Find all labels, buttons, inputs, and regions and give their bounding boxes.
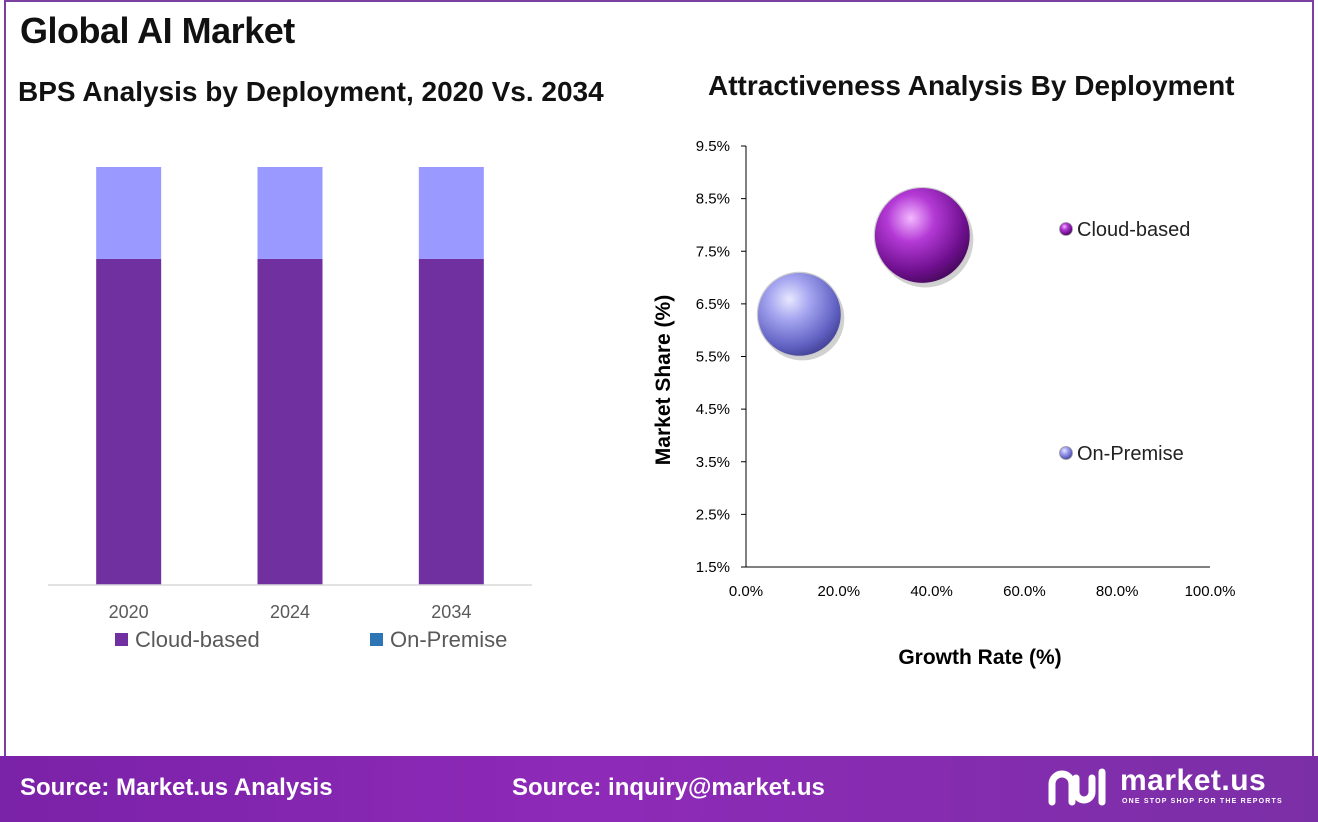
bar-cloud-based-2020: [96, 258, 162, 585]
legend-swatch: [115, 633, 128, 646]
y-axis-label: Market Share (%): [652, 295, 675, 465]
bar-on-premise-2034: [418, 167, 484, 259]
bar-chart: 2020 2024 2034 Cloud-based On-Premise: [48, 167, 532, 652]
y-tick-label: 1.5%: [696, 559, 730, 576]
legend-marker: [1059, 446, 1073, 460]
x-axis-label: Growth Rate (%): [898, 646, 1061, 669]
x-tick-label: 40.0%: [910, 583, 953, 600]
logo-text: market.us: [1120, 764, 1267, 797]
legend-label: Cloud-based: [1077, 219, 1190, 241]
y-tick-label: 2.5%: [696, 506, 730, 523]
x-tick-label: 0.0%: [729, 583, 763, 600]
x-tick-label: 2024: [270, 602, 310, 622]
bar-cloud-based-2034: [418, 258, 484, 585]
x-tick-label: 100.0%: [1185, 583, 1236, 600]
market-us-logo-icon: [1048, 768, 1106, 806]
source-inquiry: Source: inquiry@market.us: [512, 774, 825, 801]
legend-label: On-Premise: [1077, 443, 1184, 465]
y-tick-label: 7.5%: [696, 243, 730, 260]
footer-bar: Source: Market.us Analysis Source: inqui…: [0, 756, 1318, 822]
legend-label: On-Premise: [390, 627, 507, 652]
bar-chart-title: BPS Analysis by Deployment, 2020 Vs. 203…: [18, 76, 604, 107]
legend-label: Cloud-based: [135, 627, 260, 652]
bubble-cloud-based: [873, 186, 971, 285]
bar-on-premise-2024: [257, 167, 323, 259]
bar-on-premise-2020: [96, 167, 162, 259]
source-analysis: Source: Market.us Analysis: [20, 774, 333, 801]
x-tick-label: 60.0%: [1003, 583, 1046, 600]
y-tick-label: 9.5%: [696, 138, 730, 155]
x-tick-label: 2034: [431, 602, 471, 622]
x-tick-label: 20.0%: [818, 583, 861, 600]
y-tick-label: 3.5%: [696, 454, 730, 471]
bubble-chart: 1.5% 2.5% 3.5% 4.5% 5.5% 6.5% 7.5% 8.5% 9.5% 0.0%…: [652, 138, 1236, 669]
y-tick-label: 6.5%: [696, 296, 730, 313]
bar-cloud-based-2024: [257, 258, 323, 585]
x-tick-label: 2020: [109, 602, 149, 622]
y-tick-label: 8.5%: [696, 191, 730, 208]
y-tick-label: 4.5%: [696, 401, 730, 418]
page-title: Global AI Market: [20, 10, 295, 51]
bubble-chart-title: Attractiveness Analysis By Deployment: [708, 70, 1235, 101]
legend-marker: [1059, 222, 1073, 236]
legend-swatch: [370, 633, 383, 646]
bubble-on-premise: [756, 271, 842, 357]
logo-tagline: ONE STOP SHOP FOR THE REPORTS: [1122, 798, 1283, 805]
y-tick-label: 5.5%: [696, 349, 730, 366]
chart-frame: [4, 0, 1314, 762]
x-tick-label: 80.0%: [1096, 583, 1139, 600]
